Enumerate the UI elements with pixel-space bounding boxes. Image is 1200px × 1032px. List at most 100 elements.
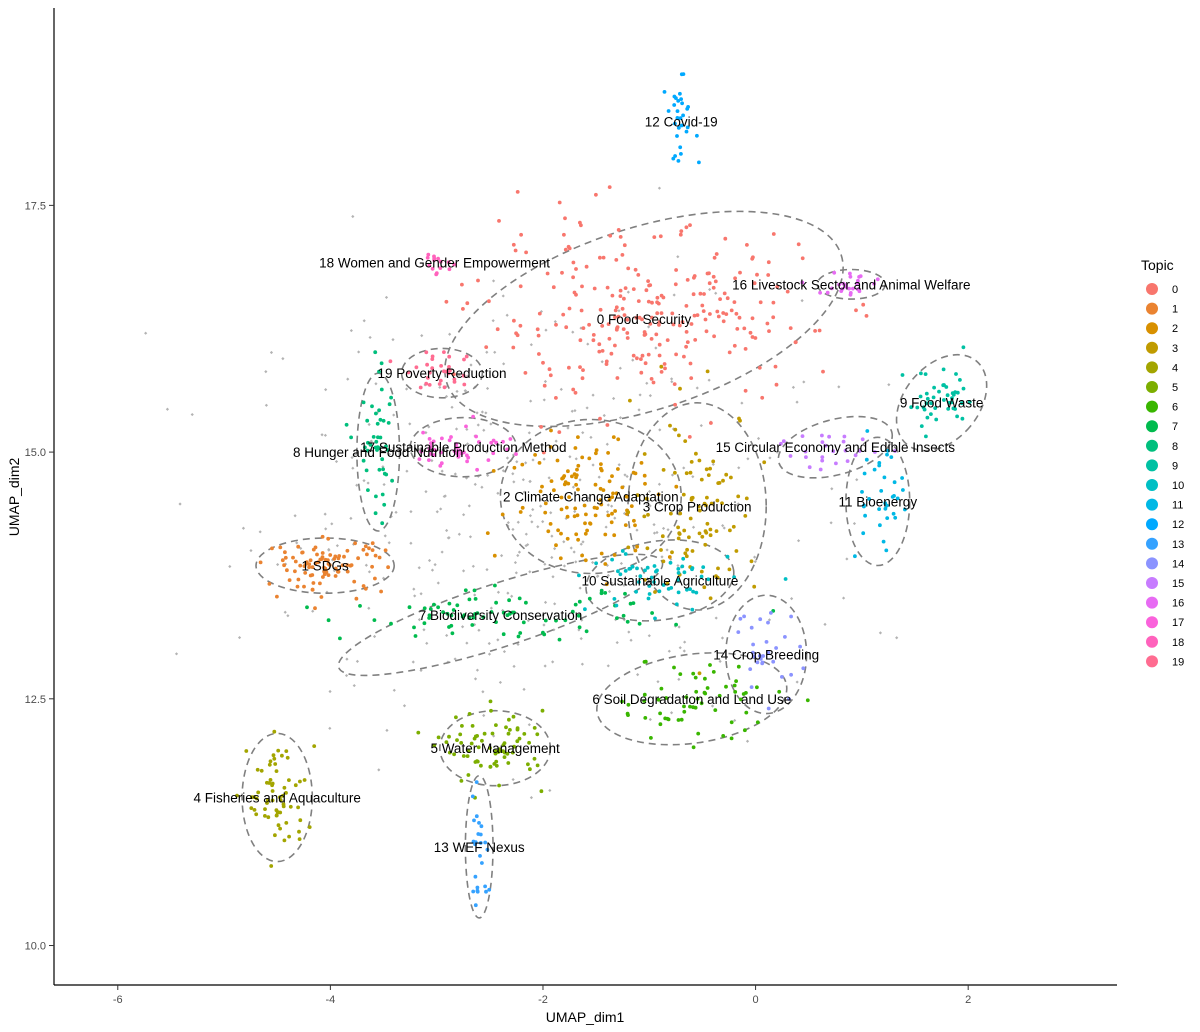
topic-12-label: 12 Covid-19 xyxy=(645,115,718,130)
outlier-point xyxy=(569,546,573,550)
topic-13-point xyxy=(477,821,481,825)
topic-7-point xyxy=(463,588,468,593)
topic-0-point xyxy=(767,329,771,333)
topic-0-point xyxy=(452,372,456,377)
topic-18-point xyxy=(447,267,452,272)
topic-1-point xyxy=(291,555,295,560)
topic-17-point xyxy=(459,451,464,456)
topic-14-point xyxy=(780,675,784,679)
outlier-point xyxy=(425,641,429,645)
topic-0-point xyxy=(548,373,553,378)
outlier-point xyxy=(711,462,715,466)
topic-18-point xyxy=(427,263,432,268)
topic-0-point xyxy=(554,396,558,400)
topic-0-point xyxy=(766,273,771,277)
topic-15-point xyxy=(781,439,786,443)
topic-3-point xyxy=(720,501,724,506)
topic-12-point xyxy=(672,94,677,99)
topic-8-point xyxy=(366,440,370,445)
topic-1-point xyxy=(320,534,325,539)
topic-0-point xyxy=(646,299,651,304)
topic-7-point xyxy=(475,611,480,615)
topic-3-point xyxy=(736,494,741,499)
topic-2-point xyxy=(582,503,587,508)
topic-1-point xyxy=(327,563,332,567)
topic-0-point xyxy=(618,288,623,293)
topic-2-point xyxy=(583,521,587,526)
topic-1-point xyxy=(379,589,383,594)
topic-0-point xyxy=(461,307,465,311)
topic-2-point xyxy=(549,479,554,483)
outlier-point xyxy=(299,546,303,550)
topic-15-point xyxy=(823,443,828,448)
topic-0-point xyxy=(678,232,683,237)
topic-1-point xyxy=(311,581,316,585)
outlier-point xyxy=(526,543,530,547)
outlier-point xyxy=(629,638,633,642)
topic-10-point xyxy=(653,616,657,621)
topic-0-point xyxy=(566,244,571,249)
y-tick-label: 17.5 xyxy=(25,200,46,212)
y-tick-label: 12.5 xyxy=(25,694,46,706)
topic-3-point xyxy=(669,511,673,516)
outlier-point xyxy=(374,382,378,386)
topic-8-point xyxy=(363,445,367,450)
topic-7-point xyxy=(507,598,511,603)
topic-3-point xyxy=(711,459,716,464)
topic-19-point xyxy=(414,365,419,370)
topic-7-point xyxy=(518,631,523,635)
topic-6-point xyxy=(682,704,686,709)
topic-7-point xyxy=(494,600,498,605)
outlier-point xyxy=(527,431,531,435)
topic-0-point xyxy=(758,300,763,305)
topic-2-point xyxy=(485,531,490,535)
outlier-point xyxy=(691,475,695,479)
topic-6-point xyxy=(743,728,747,733)
topic-9-point xyxy=(955,390,960,395)
outlier-point xyxy=(489,606,493,610)
topic-7-point xyxy=(358,604,362,608)
topic-1-point xyxy=(361,584,366,588)
topic-19-point xyxy=(388,359,393,364)
topic-2-point xyxy=(561,475,566,480)
outlier-point xyxy=(623,473,627,477)
topic-15-label: 15 Circular Economy and Edible Insects xyxy=(716,440,956,455)
topic-2-point xyxy=(643,481,647,486)
topic-9-point xyxy=(949,400,954,405)
outlier-point xyxy=(481,690,485,694)
outlier-point xyxy=(427,558,432,563)
topic-4-point xyxy=(267,762,272,767)
topic-9-point xyxy=(950,391,955,396)
topic-7-point xyxy=(450,631,455,636)
outlier-point xyxy=(543,379,548,384)
topic-1-point xyxy=(354,596,359,601)
topic-7-point xyxy=(305,605,309,610)
topic-2-point xyxy=(614,491,619,496)
topic-4-point xyxy=(297,829,301,834)
topic-18-point xyxy=(430,266,435,271)
topic-2-point xyxy=(575,467,579,472)
topic-2-point xyxy=(612,553,617,557)
topic-8-point xyxy=(366,488,370,492)
outlier-point xyxy=(392,688,396,692)
outlier-point xyxy=(506,520,510,525)
topic-3-point xyxy=(729,475,733,480)
outlier-point xyxy=(665,548,669,552)
outlier-point xyxy=(676,255,680,259)
outlier-point xyxy=(357,350,361,354)
topic-0-point xyxy=(711,285,716,290)
topic-11-point xyxy=(862,504,866,509)
topic-0-point xyxy=(605,285,610,290)
topic-10-point xyxy=(647,592,652,596)
outlier-point xyxy=(660,555,664,559)
topic-7-point xyxy=(501,632,506,637)
topic-0-point xyxy=(557,430,562,434)
y-tick-label: 10.0 xyxy=(25,941,46,953)
topic-17-point xyxy=(449,435,453,439)
topic-6-point xyxy=(620,699,624,704)
outlier-point xyxy=(484,411,488,415)
topic-1-point xyxy=(353,541,357,546)
topic-3-point xyxy=(661,468,666,472)
